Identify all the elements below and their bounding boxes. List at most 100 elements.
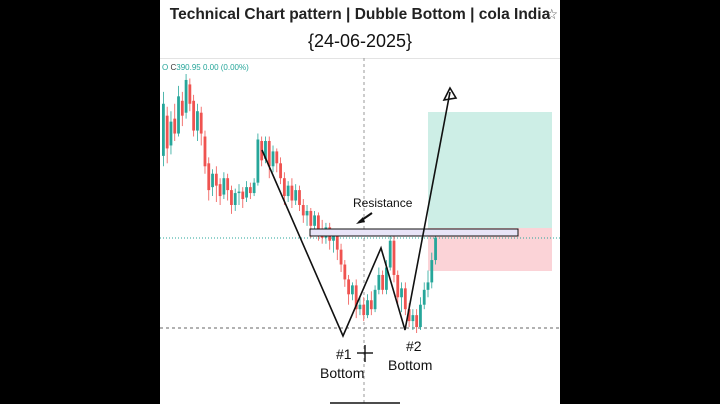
candle-body: [252, 182, 256, 194]
resistance-box[interactable]: [309, 228, 519, 237]
candle: [301, 199, 305, 223]
candle-body: [373, 289, 377, 310]
candle-body: [366, 300, 369, 316]
ohlc-readout: O C390.95 0.00 (0.00%): [162, 63, 249, 72]
candle: [286, 181, 290, 203]
candle: [267, 136, 271, 179]
candle-body: [162, 103, 165, 156]
candle-body: [354, 285, 358, 310]
candle: [203, 130, 207, 174]
candle: [237, 184, 241, 205]
candle: [362, 297, 366, 322]
candle: [196, 103, 199, 141]
candle-body: [407, 309, 411, 322]
candle: [173, 103, 177, 141]
candle-body: [245, 187, 248, 198]
candle: [347, 274, 351, 305]
candle: [248, 182, 252, 200]
resistance-pointer-head: [356, 217, 365, 224]
bottom1-number: #1: [336, 346, 352, 362]
candle-body: [434, 237, 437, 261]
candle-body: [214, 173, 218, 186]
candle: [279, 157, 282, 185]
candle: [415, 309, 419, 333]
candle-body: [290, 185, 294, 201]
candle: [343, 260, 347, 287]
candle: [188, 78, 192, 112]
candle-body: [233, 193, 237, 205]
candle-body: [316, 215, 320, 231]
candle-body: [165, 115, 169, 149]
candle: [245, 181, 248, 203]
candle: [165, 106, 169, 164]
candle: [180, 91, 184, 127]
candle: [377, 267, 381, 295]
candle-body: [415, 315, 419, 328]
candlestick-chart: Resistance #1 Bottom #2 Bottom: [160, 58, 560, 404]
candle-body: [180, 100, 184, 116]
candle-body: [275, 151, 279, 164]
candle-body: [241, 191, 245, 200]
candle-body: [237, 191, 241, 194]
candle: [233, 188, 237, 211]
candle-body: [301, 204, 305, 216]
candle: [222, 172, 226, 200]
candle-body: [169, 121, 173, 146]
candle: [199, 106, 203, 146]
candle: [252, 178, 256, 197]
crosshair-cursor-icon: [357, 345, 373, 362]
candle-body: [226, 178, 230, 191]
candle: [339, 243, 343, 272]
candle-body: [419, 304, 422, 328]
candle-body: [335, 234, 339, 250]
candle: [422, 282, 426, 310]
candle-body: [313, 215, 316, 226]
ohlc-change: 0.00 (0.00%): [202, 63, 249, 72]
candle: [211, 169, 214, 197]
candle: [354, 279, 358, 319]
candle-body: [218, 184, 222, 197]
candle: [226, 173, 230, 201]
page-title: Technical Chart pattern | Dubble Bottom …: [169, 6, 551, 23]
candle-body: [362, 304, 366, 316]
target-arrow-head: [442, 86, 458, 102]
candle-body: [358, 304, 362, 310]
ohlc-close-label: C: [170, 63, 177, 72]
candle: [426, 270, 430, 298]
candle-body: [347, 279, 351, 295]
candle: [366, 294, 369, 319]
candle-body: [207, 163, 211, 191]
candle-body: [279, 163, 282, 179]
candle: [218, 178, 222, 205]
ohlc-close-value: 390.95: [176, 63, 201, 72]
date-label: {24-06-2025}: [307, 31, 413, 51]
candle: [230, 185, 233, 214]
double-bottom-pattern-line[interactable]: [261, 91, 451, 339]
candle: [271, 145, 275, 173]
candle: [162, 91, 165, 167]
candle: [177, 85, 180, 137]
star-outline-icon[interactable]: ☆: [545, 6, 558, 22]
candle-body: [298, 190, 301, 205]
title-bar: Technical Chart pattern | Dubble Bottom …: [160, 0, 560, 30]
candle: [373, 285, 377, 313]
candle: [290, 178, 294, 208]
candle-body: [173, 118, 177, 134]
candle-body: [426, 282, 430, 290]
candle: [275, 148, 279, 173]
candle: [392, 234, 396, 283]
candle-body: [388, 240, 392, 268]
candle-body: [196, 111, 199, 131]
candle: [351, 282, 354, 301]
candle: [256, 133, 260, 186]
candle-body: [177, 96, 180, 134]
resistance-label: Resistance: [353, 196, 413, 210]
candle: [369, 291, 373, 316]
candle: [430, 252, 434, 289]
candle-body: [184, 79, 188, 113]
candle-body: [351, 285, 354, 295]
ohlc-open-label: O: [162, 63, 169, 72]
candle-body: [430, 260, 434, 283]
candle-body: [411, 315, 415, 322]
candle-body: [294, 190, 298, 201]
